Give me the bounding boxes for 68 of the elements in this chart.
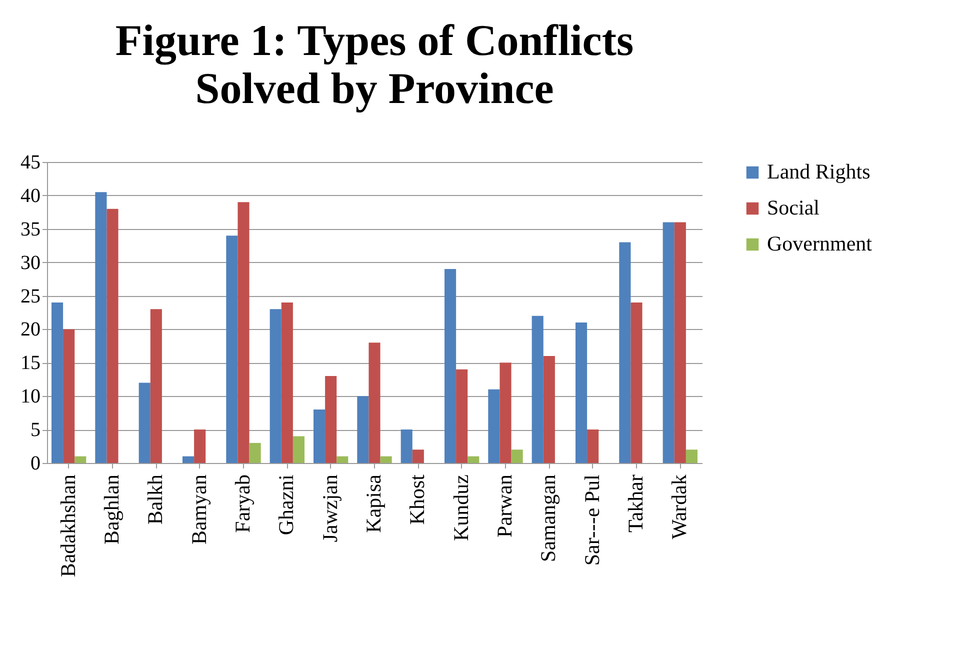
y-tick-label: 20 — [20, 318, 40, 341]
bar — [511, 450, 523, 463]
bar — [662, 222, 674, 463]
x-tick-label: Takhar — [624, 474, 648, 532]
bar — [412, 450, 424, 463]
bar — [674, 222, 686, 463]
x-tick-label: Balkh — [143, 474, 168, 525]
bar — [182, 456, 194, 463]
bar — [686, 450, 698, 463]
bar — [281, 302, 293, 463]
bar — [150, 309, 162, 463]
bar — [456, 369, 468, 463]
x-tick-label: Baghlan — [100, 474, 124, 544]
bar — [138, 382, 150, 463]
text: Solved by Province — [195, 64, 554, 113]
bar — [325, 376, 337, 463]
bar — [226, 236, 238, 463]
bar — [532, 316, 544, 463]
bar — [444, 269, 456, 463]
legend-label: Land Rights — [767, 160, 870, 184]
bar — [575, 322, 588, 463]
bar — [95, 192, 107, 463]
bar — [336, 456, 348, 463]
bar — [194, 430, 206, 463]
bar — [357, 396, 369, 463]
bar — [543, 356, 555, 463]
bar — [488, 389, 500, 463]
x-tick-label: Bamyan — [186, 474, 211, 544]
text: Figure 1: Types of Conflicts — [115, 16, 634, 65]
bar — [292, 436, 305, 463]
x-tick-label: Wardak — [667, 474, 692, 540]
x-tick-label: Parwan — [492, 474, 516, 538]
y-tick-label: 40 — [20, 184, 40, 207]
y-tick-label: 10 — [20, 386, 40, 408]
bar — [249, 442, 261, 463]
bar — [630, 302, 642, 463]
bar — [51, 302, 64, 463]
x-tick-label: Kunduz — [448, 474, 473, 541]
y-tick-label: 45 — [20, 152, 40, 174]
x-tick-label: Faryab — [230, 474, 254, 533]
x-tick-label: Kapisa — [362, 474, 386, 533]
y-tick-label: 0 — [30, 452, 40, 474]
bar — [380, 456, 392, 463]
bar — [313, 409, 326, 463]
bar — [238, 202, 250, 463]
bar — [468, 456, 480, 463]
y-tick-label: 15 — [20, 352, 40, 374]
x-tick-label: Ghazni — [274, 474, 298, 536]
bar — [400, 430, 412, 463]
legend-label: Social — [767, 196, 820, 220]
legend-label: Government — [767, 232, 872, 256]
bar — [74, 456, 86, 463]
bar — [106, 208, 118, 463]
x-tick-label: Jawzjan — [318, 474, 342, 542]
x-tick-label: Sar---e Pul — [580, 474, 604, 566]
bar — [500, 362, 512, 463]
bar — [619, 242, 631, 463]
y-tick-label: 25 — [20, 285, 40, 308]
y-tick-label: 35 — [20, 218, 40, 240]
x-tick-label: Khost — [405, 474, 430, 525]
y-tick-label: 30 — [20, 252, 40, 274]
bar — [587, 430, 599, 463]
x-tick-label: Badakhshan — [56, 474, 80, 578]
bar — [368, 342, 380, 463]
bar — [63, 329, 75, 463]
x-tick-label: Samangan — [536, 474, 560, 562]
y-tick-label: 5 — [30, 419, 40, 442]
bar — [270, 309, 282, 463]
